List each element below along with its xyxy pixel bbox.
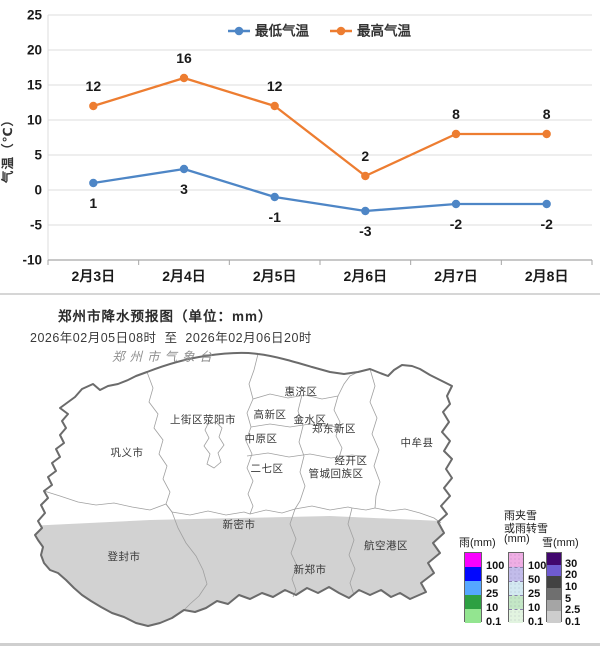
data-point-marker (451, 199, 461, 209)
y-axis-tick-label: -10 (22, 253, 42, 268)
series-line-最高气温 (92, 76, 548, 178)
district-label-航空港区: 航空港区 (364, 539, 408, 552)
data-point-marker (270, 192, 279, 202)
district-label-高新区: 高新区 (254, 408, 287, 421)
district-label-新郑市: 新郑市 (294, 563, 327, 576)
y-axis-title: 气温（℃） (0, 113, 15, 184)
data-point-label: 12 (86, 78, 102, 94)
district-label-巩义市: 巩义市 (111, 446, 144, 459)
x-axis-tick-label: 2月4日 (162, 268, 206, 284)
map-outline (34, 351, 453, 627)
district-label-惠济区: 惠济区 (285, 385, 318, 398)
data-point-label: 12 (267, 78, 283, 94)
data-point-label: -3 (359, 223, 372, 239)
y-axis-tick-label: 25 (27, 8, 43, 23)
map-period: 2026年02月05日08时 至 2026年02月06日20时 (30, 331, 312, 345)
data-point-marker (179, 73, 189, 83)
data-point-label: 2 (361, 148, 369, 164)
y-axis-tick-label: 5 (34, 148, 42, 163)
map-title: 郑州市降水预报图（单位：mm） (58, 309, 273, 324)
legend-entry-label: 最高气温 (357, 23, 411, 39)
district-label-管城回族区: 管城回族区 (309, 467, 364, 480)
data-point-marker (89, 178, 98, 188)
map-agency-watermark: 郑州市气象台 (112, 350, 218, 364)
temperature-chart-section: 25 20 15 10 5 0 -5 -10 2月3日 2月4日 2月5日 2月6日 2月7日 2月8日 气… (0, 0, 600, 293)
district-label-金水区: 金水区 (294, 413, 327, 426)
data-point-marker (179, 164, 189, 174)
precipitation-map-section: 惠济区上街区荥阳市 高新区 金水区 郑东新区中原区巩义市二七区 经开区 管城回族区 中牟县新… (0, 296, 600, 643)
data-point-marker (270, 101, 279, 111)
temperature-line-chart: 25 20 15 10 5 0 -5 -10 2月3日 2月4日 2月5日 2月6日 2月7日 2月8日 气… (0, 8, 593, 284)
section-divider (0, 293, 600, 295)
data-point-marker (361, 206, 370, 216)
series-line-最低气温 (92, 167, 548, 213)
legend-marker-dot (234, 26, 244, 36)
data-point-marker (542, 199, 551, 209)
x-axis-tick-label: 2月6日 (344, 268, 388, 284)
district-label-中牟县: 中牟县 (401, 436, 434, 449)
district-label-郑东新区: 郑东新区 (312, 422, 356, 435)
legend-marker-dot (336, 26, 346, 36)
x-axis-tick-label: 2月7日 (434, 268, 478, 284)
data-point-label: -2 (540, 216, 553, 232)
y-axis-tick-label: 20 (27, 43, 42, 58)
data-point-label: -1 (268, 209, 281, 225)
district-label-经开区: 经开区 (335, 454, 368, 467)
y-axis-tick-label: -5 (30, 218, 42, 233)
y-axis-tick-label: 0 (34, 183, 42, 198)
x-axis-tick-label: 2月5日 (253, 268, 297, 284)
district-label-新密市: 新密市 (223, 518, 256, 531)
district-label-登封市: 登封市 (108, 550, 141, 563)
data-point-marker (451, 129, 461, 139)
district-label-上街区荥阳市: 上街区荥阳市 (170, 413, 236, 426)
snow-shaded-region (35, 516, 446, 627)
district-label-二七区: 二七区 (251, 463, 284, 475)
data-point-marker (542, 129, 551, 139)
district-label-中原区: 中原区 (245, 432, 278, 445)
data-point-label: 1 (89, 195, 97, 211)
data-point-label: -2 (450, 216, 463, 232)
page-bottom-border (0, 643, 600, 646)
legend-entry-label: 最低气温 (255, 23, 309, 39)
x-axis-tick-label: 2月3日 (72, 268, 116, 284)
x-axis-tick-label: 2月8日 (525, 268, 569, 284)
data-point-marker (89, 101, 98, 111)
y-axis-tick-label: 10 (27, 113, 42, 128)
data-point-label: 16 (176, 50, 192, 66)
data-point-label: 8 (452, 106, 460, 122)
data-point-marker (361, 171, 370, 181)
y-axis-tick-label: 15 (27, 78, 43, 93)
district-borders (43, 353, 442, 611)
data-point-label: 3 (180, 181, 188, 197)
data-point-label: 8 (543, 106, 551, 122)
